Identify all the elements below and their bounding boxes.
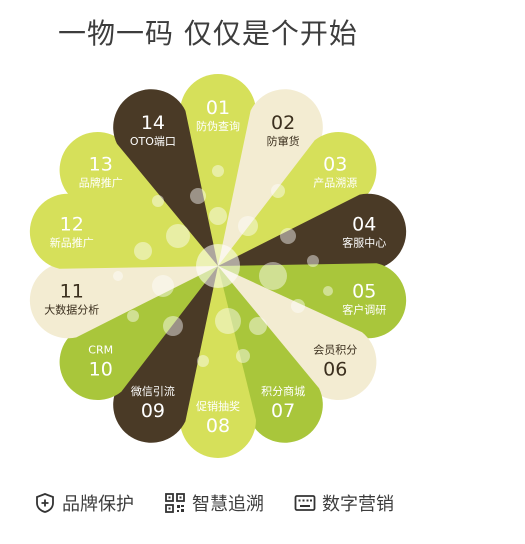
- feature-label: 智慧追溯: [192, 494, 264, 515]
- petal-number: 09: [141, 400, 165, 422]
- feature-bar: 品牌保护 智慧追溯 数字营销: [34, 490, 394, 516]
- decorative-bubble: [196, 244, 240, 288]
- decorative-bubble: [152, 275, 174, 297]
- decorative-bubble: [197, 355, 209, 367]
- petal-11: [29, 263, 218, 339]
- petal-12: [29, 193, 218, 269]
- petal-label: OTO端口: [130, 135, 176, 148]
- petal-number: 06: [323, 359, 347, 381]
- petal-label: 积分商城: [261, 384, 305, 398]
- decorative-bubble: [166, 224, 190, 248]
- petal-label: 促销抽奖: [196, 399, 240, 413]
- petal-label: 微信引流: [131, 384, 175, 398]
- feature-digital-marketing: 数字营销: [294, 490, 394, 516]
- petal-14: [113, 89, 218, 266]
- feature-label: 数字营销: [322, 494, 394, 515]
- decorative-bubble: [280, 228, 296, 244]
- petal-01: [180, 74, 256, 266]
- decorative-bubble: [259, 262, 287, 290]
- petal-label: 产品溯源: [313, 175, 357, 189]
- page-title: 一物一码 仅仅是个开始: [58, 17, 358, 50]
- petal-number: 08: [206, 415, 230, 437]
- decorative-bubble: [163, 316, 183, 336]
- petal-number: 11: [60, 280, 84, 302]
- petal-04: [218, 193, 407, 269]
- petal-label: 客户调研: [342, 302, 386, 316]
- decorative-bubble: [209, 207, 227, 225]
- decorative-bubble: [238, 216, 258, 236]
- petal-number: 13: [89, 153, 113, 175]
- petal-label: 防伪查询: [196, 119, 240, 133]
- petal-number: 01: [206, 97, 230, 119]
- decorative-bubble: [212, 165, 224, 177]
- petal-number: 10: [89, 359, 113, 381]
- petal-label: 品牌推广: [79, 175, 123, 189]
- petal-number: 03: [323, 153, 347, 175]
- petal-number: 02: [271, 112, 295, 134]
- petal-number: 12: [60, 214, 84, 236]
- petal-number: 07: [271, 400, 295, 422]
- petal-06: [218, 266, 377, 401]
- petal-08: [180, 266, 256, 458]
- petal-07: [218, 266, 323, 443]
- petal-label: 会员积分: [313, 344, 357, 357]
- shield-plus-icon: [36, 493, 54, 513]
- decorative-bubble: [271, 184, 285, 198]
- petal-number: 04: [352, 214, 376, 236]
- petal-label: 新品推广: [50, 236, 94, 250]
- decorative-bubble: [127, 310, 139, 322]
- feature-smart-trace: 智慧追溯: [164, 490, 264, 516]
- petal-label: CRM: [88, 344, 113, 357]
- petal-09: [113, 266, 218, 443]
- feature-brand-protection: 品牌保护: [34, 490, 134, 516]
- feature-label: 品牌保护: [62, 494, 134, 515]
- decorative-bubble: [152, 195, 164, 207]
- petal-13: [59, 131, 218, 266]
- decorative-bubble: [236, 349, 250, 363]
- petal-number: 14: [141, 112, 165, 134]
- petal-label: 防窜货: [267, 134, 300, 148]
- petal-label: 大数据分析: [44, 302, 99, 316]
- decorative-bubble: [134, 242, 152, 260]
- decorative-bubble: [307, 255, 319, 267]
- petal-label: 客服中心: [342, 236, 386, 250]
- petal-05: [218, 263, 407, 339]
- petal-10: [59, 266, 218, 401]
- petal-02: [218, 89, 323, 266]
- petal-03: [218, 131, 377, 266]
- keyboard-icon: [294, 495, 316, 511]
- decorative-bubble: [249, 317, 267, 335]
- decorative-bubble: [215, 308, 241, 334]
- decorative-bubble: [323, 286, 333, 296]
- petal-number: 05: [352, 280, 376, 302]
- decorative-bubble: [190, 188, 206, 204]
- qr-code-icon: [165, 493, 185, 513]
- decorative-bubble: [291, 299, 305, 313]
- decorative-bubble: [113, 271, 123, 281]
